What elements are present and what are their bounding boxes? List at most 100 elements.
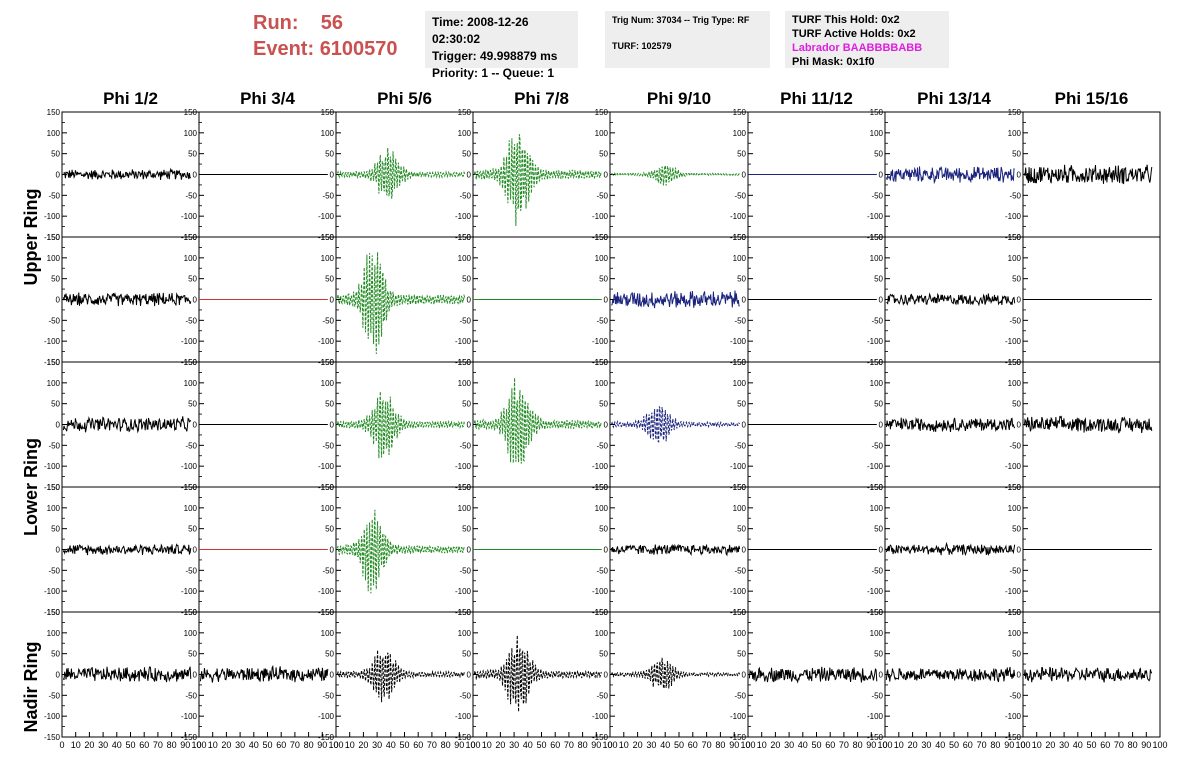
- y-tick-label: -100: [592, 212, 609, 221]
- y-tick-label: 150: [870, 608, 884, 617]
- y-tick-label: -150: [730, 733, 747, 742]
- x-tick-label: 40: [798, 740, 808, 750]
- y-tick-label: 100: [47, 379, 61, 388]
- y-tick-label: 150: [184, 233, 198, 242]
- y-tick-label: 150: [1008, 233, 1022, 242]
- y-tick-label: -100: [455, 337, 472, 346]
- x-tick-label: 90: [180, 740, 190, 750]
- ring-label: Nadir Ring: [21, 641, 41, 732]
- y-tick-label: 50: [51, 400, 60, 409]
- y-tick-label: 50: [462, 650, 471, 659]
- waveform-line: [611, 164, 740, 186]
- x-tick-label: 30: [646, 740, 656, 750]
- y-tick-label: -50: [871, 441, 883, 450]
- y-tick-label: 150: [321, 233, 335, 242]
- y-tick-label: 0: [879, 421, 884, 430]
- y-tick-label: 150: [184, 608, 198, 617]
- y-tick-label: 50: [325, 650, 334, 659]
- y-tick-label: -50: [1009, 191, 1021, 200]
- x-tick-label: 0: [470, 740, 475, 750]
- y-tick-label: 150: [47, 608, 61, 617]
- y-tick-label: -100: [318, 337, 335, 346]
- y-tick-label: 150: [870, 108, 884, 117]
- y-tick-label: 100: [1008, 254, 1022, 263]
- y-tick-label: 0: [467, 546, 472, 555]
- x-tick-label: 40: [935, 740, 945, 750]
- x-tick-label: 10: [894, 740, 904, 750]
- y-tick-label: 50: [599, 150, 608, 159]
- x-tick-label: 40: [660, 740, 670, 750]
- y-tick-label: 0: [879, 671, 884, 680]
- y-tick-label: 100: [458, 379, 472, 388]
- x-tick-label: 60: [139, 740, 149, 750]
- waveform-line: [473, 635, 603, 712]
- y-tick-label: -100: [730, 212, 747, 221]
- waveform-line: [886, 292, 1016, 307]
- y-tick-label: 150: [733, 233, 747, 242]
- turf-this-hold-text: TURF This Hold: 0x2: [792, 14, 900, 26]
- waveform-line: [885, 417, 1016, 433]
- y-tick-label: -100: [867, 587, 884, 596]
- y-tick-label: 100: [733, 379, 747, 388]
- y-tick-label: -100: [592, 587, 609, 596]
- y-tick-label: 100: [47, 504, 61, 513]
- x-tick-label: 100: [328, 740, 343, 750]
- x-tick-label: 80: [304, 740, 314, 750]
- waveform-line: [199, 664, 329, 683]
- x-tick-label: 90: [317, 740, 327, 750]
- column-header: Phi 13/14: [917, 89, 991, 108]
- x-tick-label: 80: [990, 740, 1000, 750]
- waveform-line: [473, 134, 602, 227]
- x-tick-label: 10: [482, 740, 492, 750]
- x-tick-label: 70: [153, 740, 163, 750]
- x-tick-label: 80: [167, 740, 177, 750]
- waveform-line: [1023, 666, 1153, 683]
- y-tick-label: 0: [193, 296, 198, 305]
- y-tick-label: 50: [599, 275, 608, 284]
- ring-label: Upper Ring: [21, 189, 41, 286]
- y-tick-label: -50: [185, 691, 197, 700]
- panel-frame: [335, 236, 474, 363]
- y-tick-label: -50: [1009, 566, 1021, 575]
- waveform-line: [610, 543, 741, 557]
- x-tick-label: 0: [333, 740, 338, 750]
- x-tick-label: 70: [977, 740, 987, 750]
- y-tick-label: -100: [455, 712, 472, 721]
- y-tick-label: -100: [592, 337, 609, 346]
- y-tick-label: 50: [599, 650, 608, 659]
- column-header: Phi 5/6: [377, 89, 432, 108]
- y-tick-label: 50: [51, 525, 60, 534]
- y-tick-label: 0: [1017, 296, 1022, 305]
- y-tick-label: 150: [321, 358, 335, 367]
- y-tick-label: -100: [181, 462, 198, 471]
- waveform-line: [62, 416, 192, 434]
- x-tick-label: 70: [839, 740, 849, 750]
- y-tick-label: 100: [47, 129, 61, 138]
- x-tick-label: 10: [619, 740, 629, 750]
- y-tick-label: 100: [1008, 504, 1022, 513]
- time-text: Time: 2008-12-26 02:30:02: [432, 15, 529, 46]
- column-header: Phi 9/10: [647, 89, 711, 108]
- y-tick-label: 150: [1008, 608, 1022, 617]
- y-tick-label: -50: [1009, 441, 1021, 450]
- x-tick-label: 20: [1045, 740, 1055, 750]
- y-tick-label: -50: [459, 691, 471, 700]
- y-tick-label: -50: [734, 316, 746, 325]
- y-tick-label: 150: [870, 483, 884, 492]
- x-tick-label: 60: [825, 740, 835, 750]
- y-tick-label: 0: [193, 171, 198, 180]
- x-tick-label: 90: [1004, 740, 1014, 750]
- y-tick-label: 150: [733, 358, 747, 367]
